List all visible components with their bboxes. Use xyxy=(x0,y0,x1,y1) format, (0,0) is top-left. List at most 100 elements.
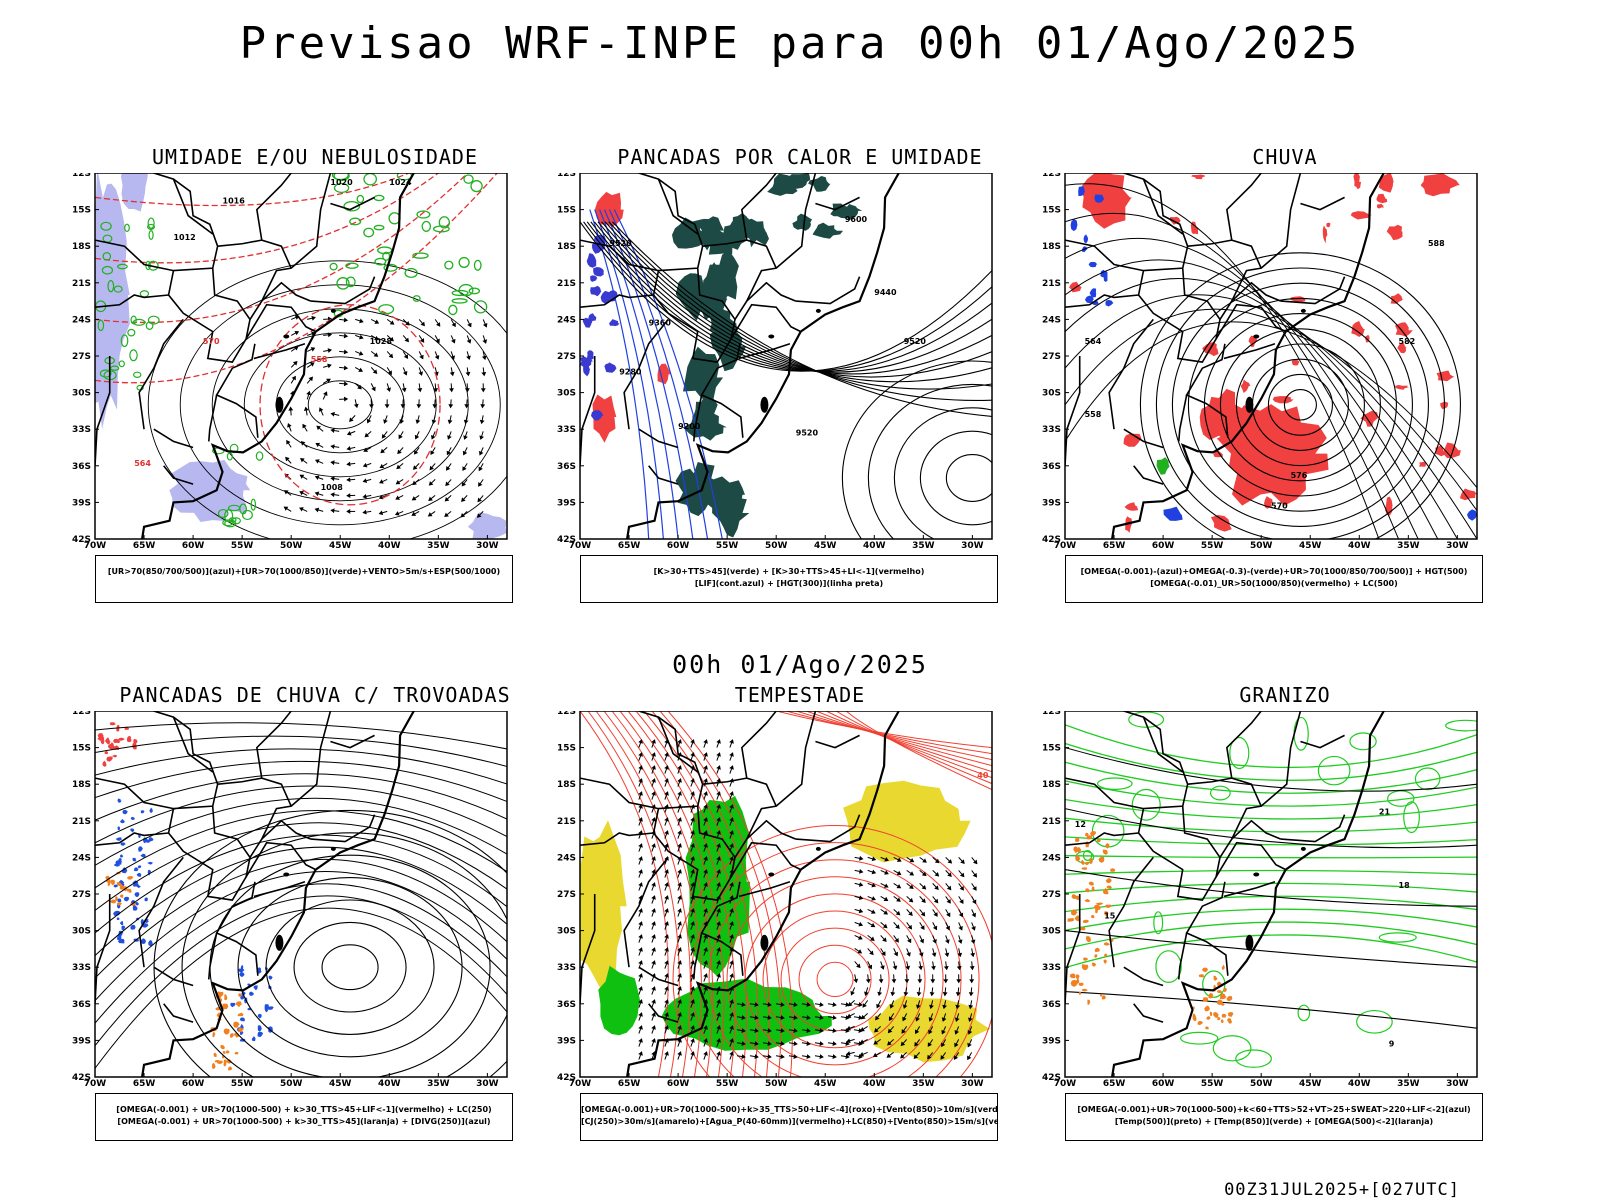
lat-tick-label: 39S xyxy=(557,1036,576,1046)
main-title: Previsao WRF-INPE para 00h 01/Ago/2025 xyxy=(239,18,1361,69)
lon-tick-label: 40W xyxy=(378,541,401,551)
contour-label: 1008 xyxy=(321,483,344,492)
contour-label: 1020 xyxy=(330,178,353,187)
legend-line: [OMEGA(-0.001)-(azul)+OMEGA(-0.3)-(verde… xyxy=(1080,567,1468,576)
lon-tick-label: 70W xyxy=(569,541,592,551)
lon-tick-label: 50W xyxy=(1250,541,1273,551)
lat-tick-label: 30S xyxy=(557,389,576,399)
panel-title: UMIDADE E/OU NEBULOSIDADE xyxy=(151,145,479,169)
map-layers: 588 582 576 570 564 558 xyxy=(1065,173,1477,539)
lon-tick-label: 45W xyxy=(814,541,837,551)
lat-tick-label: 21S xyxy=(557,817,576,827)
lat-tick-label: 30S xyxy=(1042,389,1061,399)
lon-tick-label: 60W xyxy=(182,541,205,551)
lon-tick-label: 60W xyxy=(1152,1079,1175,1089)
contour-label: 9280 xyxy=(619,367,642,376)
lat-tick-label: 30S xyxy=(1042,927,1061,937)
contour-label: 564 xyxy=(134,459,151,468)
lat-tick-label: 21S xyxy=(1042,817,1061,827)
map-layers: 9600 9520 9440 9360 9280 9200 9520 9520 xyxy=(580,173,992,539)
panel-chuva: CHUVA 588 582 576 570 564 558 12S 15S 18S 21S 24S 27… xyxy=(1042,145,1585,625)
lat-tick-label: 36S xyxy=(1042,1000,1061,1010)
lat-tick-label: 39S xyxy=(1042,1036,1061,1046)
panel-legend: [OMEGA(-0.001) + UR>70(1000-500) + k>30_… xyxy=(95,1093,513,1141)
contour-label: 558 xyxy=(1085,410,1102,419)
legend-line: [OMEGA(-0.001)+UR>70(1000-500)+k>35_TTS>… xyxy=(581,1105,997,1114)
map-layers: 12 15 18 21 9 xyxy=(1065,711,1477,1077)
lon-tick-label: 45W xyxy=(1299,541,1322,551)
lon-tick-label: 55W xyxy=(231,1079,254,1089)
lat-tick-label: 24S xyxy=(557,315,576,325)
lat-tick-label: 12S xyxy=(1042,711,1061,717)
lat-tick-label: 15S xyxy=(72,744,91,754)
lon-tick-label: 55W xyxy=(716,1079,739,1089)
lat-tick-label: 27S xyxy=(72,352,91,362)
contour-label: 9520 xyxy=(609,239,632,248)
lon-tick-label: 35W xyxy=(912,1079,935,1089)
lat-tick-label: 42S xyxy=(72,535,91,545)
contour-label: 12 xyxy=(1075,820,1086,829)
lon-tick-label: 30W xyxy=(961,1079,984,1089)
lat-tick-label: 39S xyxy=(72,498,91,508)
contour-label: 9 xyxy=(1389,1040,1395,1049)
lat-tick-label: 30S xyxy=(72,927,91,937)
lon-tick-label: 30W xyxy=(1446,541,1469,551)
lon-tick-label: 70W xyxy=(84,1079,107,1089)
lat-tick-label: 42S xyxy=(1042,1073,1061,1083)
contour-label: 15 xyxy=(1104,911,1116,920)
lon-tick-label: 70W xyxy=(569,1079,592,1089)
contour-label: 40 xyxy=(977,771,989,780)
lon-tick-label: 70W xyxy=(84,541,107,551)
lat-tick-label: 33S xyxy=(72,963,91,973)
lat-tick-label: 21S xyxy=(72,817,91,827)
map-layers xyxy=(95,711,507,1077)
lat-tick-label: 42S xyxy=(557,535,576,545)
lat-tick-label: 12S xyxy=(557,173,576,179)
legend-line: [Temp(500)](preto) + [Temp(850)](verde) … xyxy=(1114,1117,1434,1126)
lon-tick-label: 30W xyxy=(476,1079,499,1089)
panel-granizo: GRANIZO 12 15 18 21 9 12S 15S 18S 21S 24S 27S 30S 33S… xyxy=(1042,683,1585,1163)
legend-line: [OMEGA(-0.01)_UR>50(1000/850)(vermelho) … xyxy=(1150,579,1398,588)
lat-tick-label: 36S xyxy=(557,1000,576,1010)
lon-tick-label: 55W xyxy=(1201,1079,1224,1089)
panel-title: TEMPESTADE xyxy=(734,683,866,707)
lat-tick-label: 27S xyxy=(72,890,91,900)
lon-tick-label: 40W xyxy=(863,1079,886,1089)
contour-label: 9520 xyxy=(796,428,819,437)
lat-tick-label: 15S xyxy=(72,206,91,216)
legend-line: [CJ(250)>30m/s](amarelo)+[Agua_P(40-60mm… xyxy=(581,1117,997,1126)
contour-label: 9200 xyxy=(678,422,701,431)
lon-tick-label: 50W xyxy=(280,541,303,551)
lon-tick-label: 40W xyxy=(863,541,886,551)
mid-title: 00h 01/Ago/2025 xyxy=(672,650,928,679)
contour-label: 1028 xyxy=(370,337,393,346)
lon-tick-label: 60W xyxy=(182,1079,205,1089)
lon-tick-label: 70W xyxy=(1054,1079,1077,1089)
lat-tick-label: 42S xyxy=(557,1073,576,1083)
contour-label: 570 xyxy=(1271,502,1288,511)
lat-tick-label: 30S xyxy=(557,927,576,937)
lat-tick-label: 15S xyxy=(1042,206,1061,216)
legend-line: [OMEGA(-0.001) + UR>70(1000-500) + k>30_… xyxy=(117,1117,491,1126)
lon-tick-label: 40W xyxy=(378,1079,401,1089)
lon-tick-label: 40W xyxy=(1348,541,1371,551)
lat-tick-label: 39S xyxy=(557,498,576,508)
contour-label: 9440 xyxy=(874,288,897,297)
map-plot: 588 582 576 570 564 558 12S 15S 18S 21S 24S 27S 30S 3… xyxy=(1042,173,1478,551)
lat-tick-label: 21S xyxy=(557,279,576,289)
run-timestamp: 00Z31JUL2025+[027UTC] xyxy=(1224,1180,1460,1200)
lat-tick-label: 18S xyxy=(557,242,576,252)
lat-tick-label: 24S xyxy=(1042,853,1061,863)
lon-tick-label: 45W xyxy=(814,1079,837,1089)
lon-tick-label: 35W xyxy=(427,1079,450,1089)
lon-tick-label: 35W xyxy=(427,541,450,551)
lon-tick-label: 45W xyxy=(329,1079,352,1089)
lat-tick-label: 18S xyxy=(72,780,91,790)
lat-tick-label: 36S xyxy=(557,462,576,472)
map-plot: 9600 9520 9440 9360 9280 9200 9520 9520 12S 15S 18… xyxy=(557,173,993,551)
lon-tick-label: 55W xyxy=(231,541,254,551)
lon-tick-label: 30W xyxy=(961,541,984,551)
lon-tick-label: 50W xyxy=(280,1079,303,1089)
lat-tick-label: 24S xyxy=(1042,315,1061,325)
